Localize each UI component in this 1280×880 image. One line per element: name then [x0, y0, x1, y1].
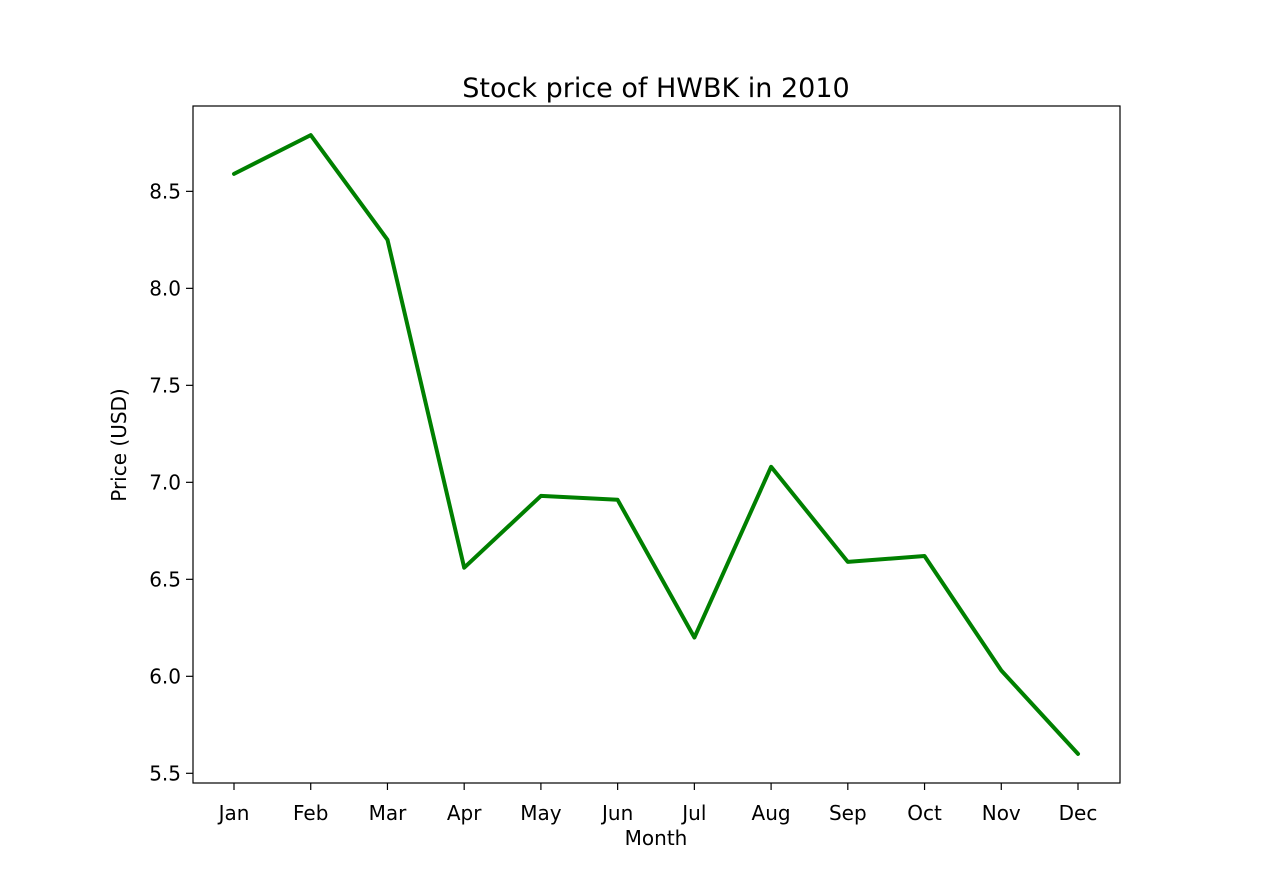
data-point-aug [769, 465, 773, 469]
y-tick-label: 8.5 [149, 179, 181, 203]
data-point-jan [232, 172, 236, 176]
data-point-dec [1076, 752, 1080, 756]
y-axis-label: Price (USD) [107, 388, 131, 502]
x-tick-label: Feb [293, 801, 328, 825]
y-tick-label: 7.0 [149, 470, 181, 494]
y-axis: 5.5 6.0 6.5 7.0 7.5 8.0 8.5 [149, 179, 193, 785]
y-tick-label: 7.5 [149, 373, 181, 397]
y-tick-label: 6.5 [149, 567, 181, 591]
data-point-nov [999, 668, 1003, 672]
x-tick-label: Dec [1059, 801, 1098, 825]
chart-title: Stock price of HWBK in 2010 [462, 73, 849, 104]
y-tick-label: 8.0 [149, 276, 181, 300]
x-tick-label: Apr [447, 801, 482, 825]
data-point-jun [616, 498, 620, 502]
x-axis-label: Month [625, 826, 688, 850]
x-tick-label: Nov [982, 801, 1021, 825]
x-tick-label: Jun [600, 801, 633, 825]
x-tick-label: Sep [829, 801, 867, 825]
series-line-0 [232, 133, 1080, 756]
x-axis: Jan Feb Mar Apr May Jun Jul Aug Sep Oct Nov Dec [217, 783, 1098, 825]
data-point-may [539, 494, 543, 498]
x-tick-label: Mar [369, 801, 408, 825]
x-tick-label: Jan [217, 801, 250, 825]
data-point-sep [846, 560, 850, 564]
data-point-feb [309, 133, 313, 137]
data-point-apr [462, 566, 466, 570]
x-tick-label: Aug [752, 801, 791, 825]
data-point-mar [385, 238, 389, 242]
x-tick-label: May [520, 801, 562, 825]
y-tick-label: 5.5 [149, 761, 181, 785]
series-layer [232, 133, 1080, 756]
x-tick-label: Jul [680, 801, 706, 825]
plot-area [192, 105, 1121, 784]
data-point-oct [923, 554, 927, 558]
data-point-jul [692, 636, 696, 640]
x-tick-label: Oct [907, 801, 942, 825]
y-tick-label: 6.0 [149, 664, 181, 688]
